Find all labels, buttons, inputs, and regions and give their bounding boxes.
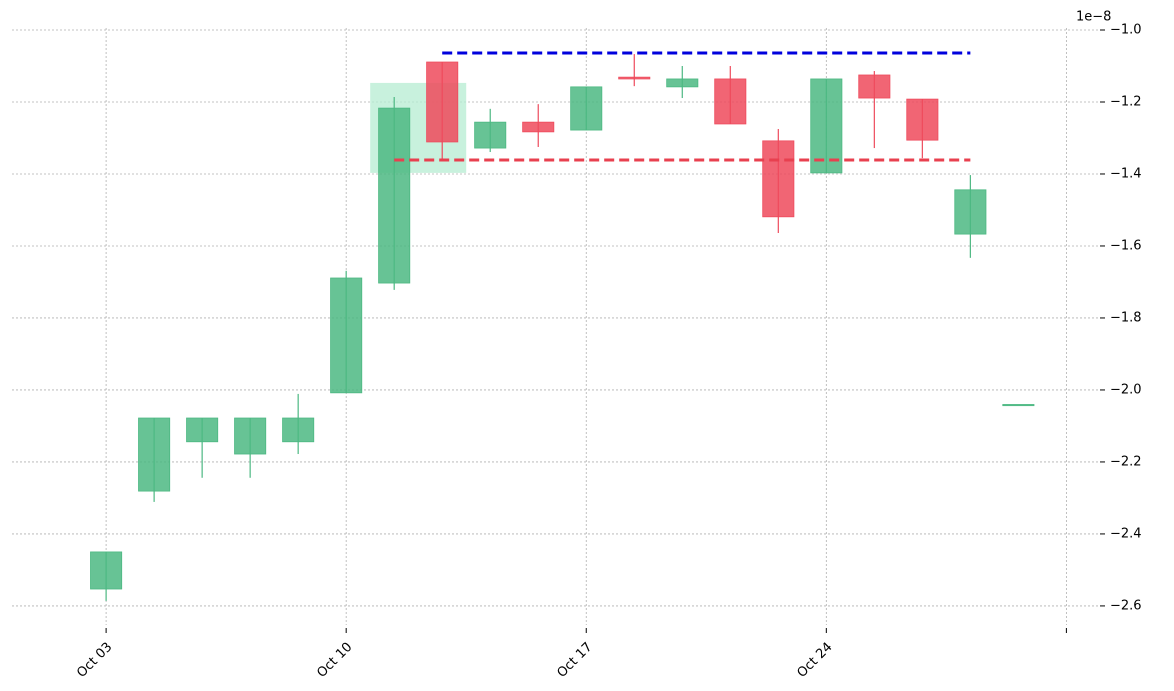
candle-body [522,121,555,133]
y-tick-label: −2.0 [1110,382,1142,397]
candle-body [234,417,267,455]
candle-body [138,417,171,492]
candle-body [570,86,603,131]
y-tick-label: −2.2 [1110,454,1142,469]
y-tick-label: −2.6 [1110,598,1142,613]
candle-body [762,140,795,218]
candle-body [858,74,891,99]
candle-body [330,277,363,394]
x-tick-label: Oct 10 [314,640,355,681]
candle-body [1002,404,1035,407]
candle-body [666,78,699,88]
y-tick-label: −1.6 [1110,238,1142,253]
x-tick-label: Oct 03 [74,640,115,681]
candle-body [714,78,747,125]
candle-body [282,417,315,443]
candle-body [90,551,123,590]
candle-body [906,98,939,141]
y-tick-label: −1.0 [1110,22,1142,37]
y-tick-label: −2.4 [1110,526,1142,541]
x-tick-label: Oct 17 [554,640,595,681]
candle-body [186,417,219,443]
candle-body [426,61,459,143]
candle-body [474,121,507,149]
candle-body [378,107,411,284]
offset-label: 1e−8 [1076,10,1111,25]
y-tick-label: −1.8 [1110,310,1142,325]
candle-body [810,78,843,174]
y-tick-label: −1.2 [1110,94,1142,109]
candle-body [954,189,987,235]
candle-body [618,76,651,80]
x-tick-label: Oct 24 [795,640,836,681]
y-tick-label: −1.4 [1110,166,1142,181]
